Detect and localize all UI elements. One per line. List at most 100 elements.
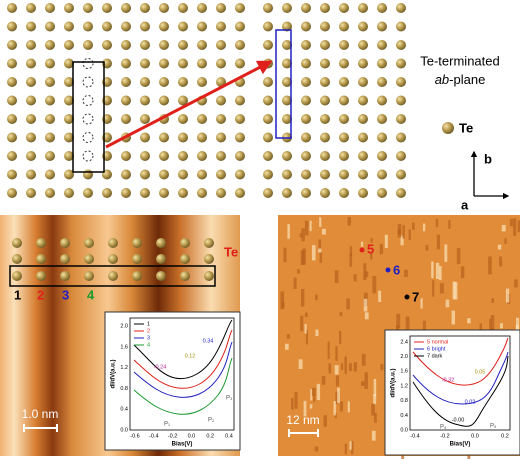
y-tick-label: 0.8 bbox=[400, 398, 408, 404]
atom bbox=[64, 188, 74, 198]
atom bbox=[377, 188, 387, 198]
atom bbox=[301, 114, 311, 124]
atom bbox=[320, 188, 330, 198]
atom bbox=[7, 151, 17, 161]
annotation: 0.05 bbox=[475, 369, 486, 375]
atom bbox=[102, 21, 112, 32]
streak bbox=[402, 225, 405, 239]
atom bbox=[156, 254, 166, 264]
atom bbox=[301, 132, 311, 143]
atom bbox=[320, 132, 330, 143]
vacancy bbox=[82, 76, 94, 88]
streak bbox=[318, 248, 322, 253]
streak bbox=[304, 324, 307, 334]
peak-label: P₂ bbox=[208, 418, 215, 424]
atom bbox=[320, 95, 330, 106]
y-tick-label: 2.0 bbox=[120, 324, 128, 330]
streak bbox=[315, 294, 318, 301]
atom bbox=[45, 95, 55, 106]
streak bbox=[451, 310, 456, 325]
streak bbox=[380, 363, 384, 371]
atom bbox=[301, 77, 311, 87]
atom-overlay bbox=[12, 238, 214, 281]
atom bbox=[377, 77, 387, 87]
streak bbox=[373, 378, 377, 397]
atom bbox=[235, 40, 245, 50]
atom bbox=[36, 238, 46, 248]
annotation: -0.24 bbox=[154, 364, 167, 370]
atom bbox=[282, 151, 292, 161]
atom bbox=[320, 3, 330, 13]
streak bbox=[374, 412, 377, 423]
atom bbox=[26, 77, 36, 87]
y-tick-label: 0.8 bbox=[120, 386, 128, 392]
streak bbox=[396, 313, 401, 329]
atom bbox=[358, 40, 368, 50]
atom bbox=[121, 40, 131, 50]
site-dot bbox=[404, 294, 410, 300]
atom bbox=[320, 114, 330, 124]
atom bbox=[216, 3, 226, 13]
streak bbox=[438, 266, 442, 281]
atom bbox=[216, 169, 226, 180]
atom bbox=[178, 21, 188, 32]
atom bbox=[301, 3, 311, 13]
streak bbox=[339, 401, 344, 412]
atom bbox=[282, 77, 292, 87]
atom bbox=[45, 58, 55, 69]
atom bbox=[159, 132, 169, 143]
atom bbox=[12, 271, 22, 281]
atom bbox=[197, 132, 207, 143]
y-tick-label: 0.0 bbox=[120, 427, 128, 433]
atom bbox=[140, 77, 150, 87]
atom bbox=[140, 151, 150, 161]
atom bbox=[301, 21, 311, 32]
atom bbox=[263, 169, 273, 180]
atom bbox=[178, 40, 188, 50]
atom bbox=[178, 95, 188, 106]
atom bbox=[282, 21, 292, 32]
atom bbox=[36, 271, 46, 281]
atom bbox=[84, 254, 94, 264]
atom bbox=[204, 254, 214, 264]
streak bbox=[425, 245, 429, 251]
atom bbox=[7, 114, 17, 124]
annotation: 0.02 bbox=[465, 399, 476, 405]
peak-label: P₁ bbox=[164, 422, 170, 428]
atom bbox=[339, 58, 349, 69]
atom bbox=[178, 132, 188, 143]
site-dot bbox=[359, 247, 365, 253]
atom bbox=[64, 151, 74, 161]
streak bbox=[321, 376, 326, 385]
site-marker: 3 bbox=[62, 287, 69, 302]
vacancy-box bbox=[72, 61, 105, 173]
streak bbox=[311, 387, 316, 396]
atom bbox=[377, 95, 387, 106]
streak bbox=[304, 220, 309, 236]
axis-label: dI/dV(a.u.) bbox=[391, 369, 397, 398]
legend-label: 1 bbox=[147, 321, 150, 327]
atom bbox=[396, 114, 406, 124]
site-marker: 5 bbox=[367, 241, 374, 256]
streak bbox=[454, 282, 458, 300]
streak bbox=[370, 238, 373, 243]
legend-label: 2 bbox=[147, 328, 150, 334]
atom bbox=[7, 58, 17, 69]
atom bbox=[159, 21, 169, 32]
streak bbox=[304, 312, 308, 318]
atom bbox=[320, 151, 330, 161]
streak bbox=[301, 289, 305, 307]
atom bbox=[282, 58, 292, 69]
streak bbox=[400, 235, 404, 246]
x-tick-label: 0.0 bbox=[471, 433, 479, 439]
atom bbox=[180, 271, 190, 281]
atom bbox=[26, 188, 36, 198]
vacancy bbox=[82, 150, 94, 162]
vacancy bbox=[82, 95, 94, 106]
streak bbox=[347, 217, 351, 226]
streak bbox=[405, 316, 410, 330]
streak bbox=[371, 430, 376, 441]
x-tick-label: -0.2 bbox=[440, 433, 449, 439]
streak bbox=[327, 341, 330, 359]
atom bbox=[197, 114, 207, 124]
